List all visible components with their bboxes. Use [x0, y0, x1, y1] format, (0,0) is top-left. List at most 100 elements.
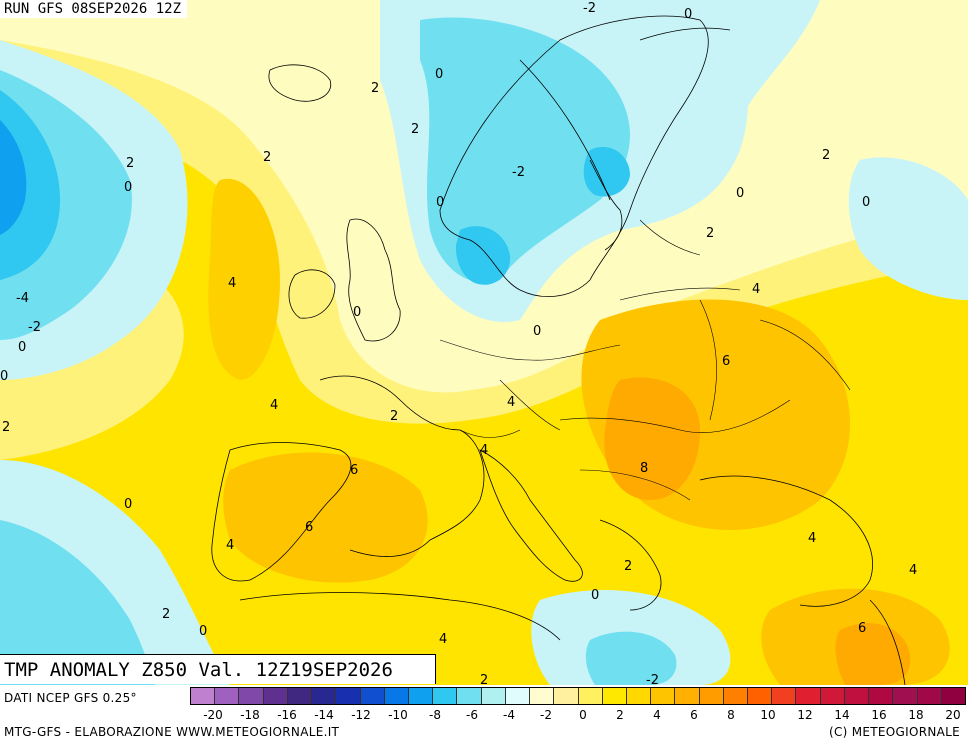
contour-label: 4 [228, 276, 236, 291]
band-atlantic-warm [208, 178, 280, 380]
band-med-cold [585, 631, 677, 685]
colorbar-tick-label: 6 [690, 708, 698, 722]
colorbar-swatch [626, 688, 652, 704]
colorbar-swatch [796, 688, 821, 704]
contour-label: 2 [411, 122, 419, 137]
colorbar-swatch [384, 688, 409, 704]
contour-label: 2 [371, 81, 379, 96]
contour-label: 0 [435, 67, 443, 82]
credit-right: (C) METEOGIORNALE [828, 725, 960, 739]
colorbar-swatch [893, 688, 918, 704]
contour-label: 4 [909, 563, 917, 578]
colorbar-swatch [191, 688, 216, 704]
colorbar-tick-label: 16 [871, 708, 887, 722]
colorbar-swatch [239, 688, 264, 704]
colorbar-swatch [917, 688, 942, 704]
contour-label: 0 [199, 624, 207, 639]
colorbar-swatch [675, 688, 700, 704]
colorbar-swatch [869, 688, 894, 704]
anomaly-map: -2 0 0 2 0 2 2 2 0 -2 0 0 2 2 0 -4 4 -2 … [0, 0, 968, 685]
colorbar-tick-label: -18 [240, 708, 260, 722]
contour-label: 4 [752, 282, 760, 297]
colorbar-tick-label: -14 [314, 708, 334, 722]
contour-label: 0 [736, 186, 744, 201]
run-label: RUN GFS 08SEP2026 12Z [0, 0, 188, 18]
band-ne-cool [848, 157, 968, 300]
contour-label: 0 [353, 305, 361, 320]
contour-label: 6 [305, 520, 313, 535]
colorbar-swatch [530, 688, 555, 704]
band-atlantic-coldest [0, 120, 27, 235]
contour-label: -2 [646, 673, 659, 685]
colorbar-tick-label: 2 [616, 708, 624, 722]
map-title: TMP ANOMALY Z850 Val. 12Z19SEP2026 [0, 654, 436, 684]
colorbar-swatch [505, 688, 531, 704]
colorbar-swatch [433, 688, 458, 704]
contour-label: 0 [124, 497, 132, 512]
colorbar-swatch [651, 688, 676, 704]
colorbar-tick-label: 14 [834, 708, 850, 722]
contour-label: -2 [28, 320, 41, 335]
contour-labels: -2 0 0 2 0 2 2 2 0 -2 0 0 2 2 0 -4 4 -2 … [0, 1, 917, 685]
contour-label: 0 [533, 324, 541, 339]
colorbar-tick-label: -10 [388, 708, 408, 722]
colorbar-swatch [215, 688, 240, 704]
colorbar-tick-label: 18 [908, 708, 924, 722]
colorbar-tick-label: -20 [203, 708, 223, 722]
band-atlantic-colder [0, 90, 60, 280]
colorbar-swatch [336, 688, 361, 704]
footer: DATI NCEP GFS 0.25° -20 -18 -16 -14 -12 -10 -8… [0, 685, 968, 745]
contour-label: -4 [16, 291, 29, 306]
band-scandinavia-cold [420, 17, 630, 283]
contour-label: 0 [862, 195, 870, 210]
contour-label: 0 [436, 195, 444, 210]
contour-label: 2 [822, 148, 830, 163]
colorbar-tick-label: -8 [429, 708, 441, 722]
colorbar [190, 687, 966, 705]
colorbar-swatch [312, 688, 337, 704]
contour-label: 8 [640, 461, 648, 476]
band-arctic-cool [640, 0, 820, 120]
band-levant-hot [835, 623, 911, 685]
colorbar-tick-label: -16 [277, 708, 297, 722]
contour-label: 2 [480, 673, 488, 685]
contour-label: 0 [124, 180, 132, 195]
colorbar-swatch [408, 688, 434, 704]
contour-label: 0 [18, 340, 26, 355]
colorbar-ticks: -20 -18 -16 -14 -12 -10 -8 -6 -4 -2 0 2 4 6 8 10 12 14 16 1… [190, 708, 966, 724]
colorbar-swatch [263, 688, 288, 704]
colorbar-swatch [602, 688, 627, 704]
colorbar-tick-label: -2 [540, 708, 552, 722]
contour-label: 2 [162, 607, 170, 622]
contour-label: 2 [2, 420, 10, 435]
colorbar-swatch [360, 688, 385, 704]
colorbar-tick-label: 12 [797, 708, 813, 722]
colorbar-tick-label: 20 [945, 708, 961, 722]
contour-label: -2 [512, 165, 525, 180]
contour-label: 2 [126, 156, 134, 171]
contour-label: 4 [226, 538, 234, 553]
data-source: DATI NCEP GFS 0.25° [4, 691, 137, 705]
credit-left: MTG-GFS - ELABORAZIONE WWW.METEOGIORNALE… [4, 725, 340, 739]
colorbar-tick-label: -12 [351, 708, 371, 722]
colorbar-swatch [723, 688, 749, 704]
colorbar-swatch [578, 688, 603, 704]
colorbar-tick-label: 8 [727, 708, 735, 722]
contour-label: 4 [480, 443, 488, 458]
contour-label: 4 [439, 632, 447, 647]
colorbar-swatch [820, 688, 845, 704]
colorbar-tick-label: 0 [579, 708, 587, 722]
contour-label: -2 [583, 1, 596, 16]
contour-label: 0 [591, 588, 599, 603]
band-finland-cold [583, 146, 630, 197]
colorbar-swatch [748, 688, 773, 704]
colorbar-tick-label: -4 [503, 708, 515, 722]
colorbar-swatch [941, 688, 965, 704]
band-scandinavia-colder [455, 226, 511, 285]
contour-label: 2 [624, 559, 632, 574]
colorbar-tick-label: 4 [653, 708, 661, 722]
colorbar-swatch [699, 688, 724, 704]
band-iberia-warm [223, 452, 428, 583]
colorbar-swatch [772, 688, 797, 704]
colorbar-swatch [287, 688, 313, 704]
